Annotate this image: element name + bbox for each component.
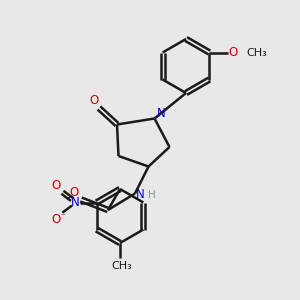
Text: O: O [51, 213, 60, 226]
Text: O: O [229, 46, 238, 59]
Text: ⁻: ⁻ [61, 212, 66, 223]
Text: O: O [70, 186, 79, 200]
Text: N: N [136, 188, 145, 201]
Text: O: O [51, 179, 60, 192]
Text: CH₃: CH₃ [247, 47, 267, 58]
Text: N: N [70, 196, 80, 209]
Text: H: H [148, 190, 155, 200]
Text: +: + [65, 193, 72, 202]
Text: CH₃: CH₃ [111, 261, 132, 271]
Text: N: N [157, 106, 166, 120]
Text: O: O [90, 94, 99, 107]
